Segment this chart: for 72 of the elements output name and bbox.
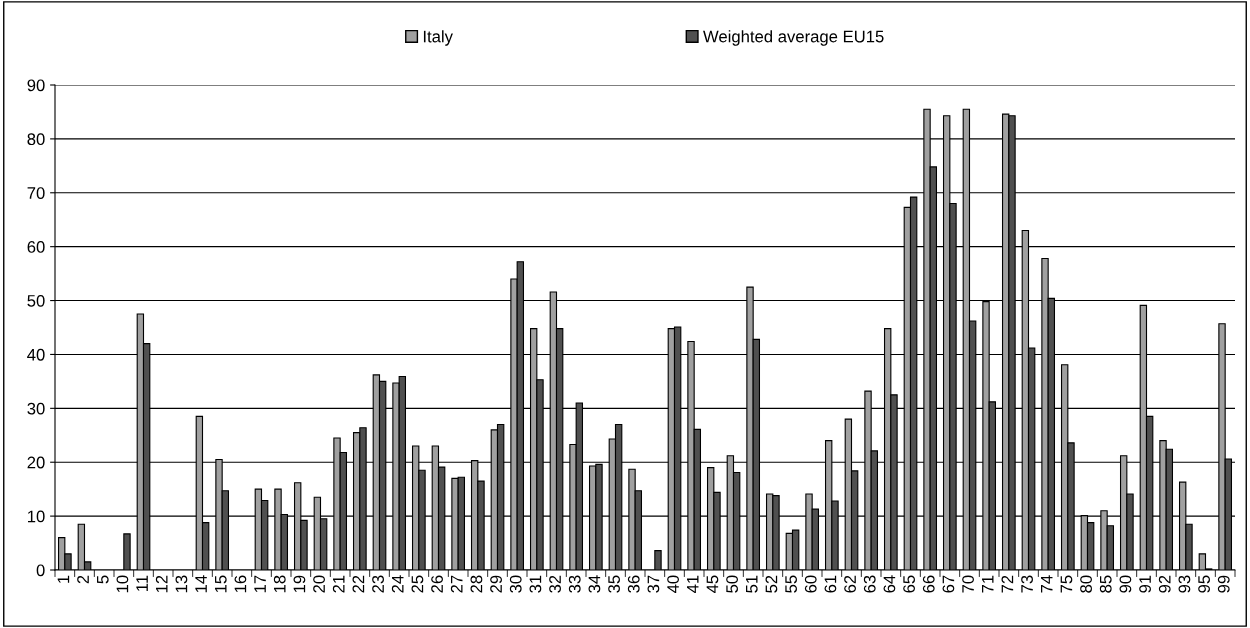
x-tick-label: 74 bbox=[1041, 575, 1053, 593]
y-tick-label: 30 bbox=[27, 402, 45, 415]
x-tick-label: 52 bbox=[765, 575, 778, 593]
x-tick-label: 71 bbox=[982, 575, 994, 593]
x-tick-label: 15 bbox=[215, 575, 227, 593]
x-tick-label: 60 bbox=[804, 575, 817, 593]
x-tick-label: 50 bbox=[726, 575, 738, 593]
x-tick-label: 99 bbox=[1217, 575, 1230, 593]
x-tick-label: 93 bbox=[1178, 575, 1191, 593]
x-tick-label: 51 bbox=[746, 575, 758, 593]
x-tick-label: 29 bbox=[490, 575, 502, 593]
x-tick-label: 16 bbox=[234, 575, 247, 593]
x-tick-label: 67 bbox=[942, 575, 955, 593]
x-tick-label: 65 bbox=[903, 575, 915, 593]
x-tick-label: 91 bbox=[1139, 575, 1151, 593]
x-tick-label: 62 bbox=[844, 575, 856, 593]
y-tick-label: 10 bbox=[28, 510, 45, 523]
x-tick-label: 80 bbox=[1080, 575, 1092, 593]
x-tick-label: 10 bbox=[116, 575, 129, 593]
x-tick-label: 5 bbox=[97, 575, 109, 584]
x-tick-label: 70 bbox=[962, 575, 974, 593]
legend-label: Weighted average EU15 bbox=[703, 30, 884, 46]
y-tick-label: 20 bbox=[27, 456, 45, 469]
x-tick-label: 36 bbox=[627, 575, 640, 593]
x-tick-label: 26 bbox=[431, 575, 443, 593]
y-tick-label: 40 bbox=[27, 348, 45, 361]
x-tick-label: 37 bbox=[647, 575, 660, 593]
x-tick-label: 33 bbox=[568, 575, 581, 593]
x-tick-label: 28 bbox=[470, 575, 483, 593]
x-tick-label: 35 bbox=[608, 575, 620, 593]
y-tick-label: 60 bbox=[27, 241, 45, 253]
x-tick-label: 19 bbox=[293, 575, 306, 593]
y-tick-label: 90 bbox=[27, 79, 45, 92]
x-tick-label: 66 bbox=[922, 575, 935, 593]
x-tick-label: 75 bbox=[1060, 575, 1073, 593]
x-tick-label: 23 bbox=[372, 575, 384, 593]
x-tick-label: 2 bbox=[77, 575, 89, 584]
y-tick-label: 50 bbox=[27, 294, 45, 307]
x-tick-label: 92 bbox=[1158, 575, 1171, 593]
x-tick-label: 13 bbox=[175, 575, 188, 593]
x-tick-label: 12 bbox=[155, 575, 168, 593]
x-tick-label: 95 bbox=[1198, 575, 1210, 593]
x-tick-label: 72 bbox=[1001, 575, 1014, 593]
x-tick-label: 61 bbox=[824, 575, 837, 593]
y-tick-label: 0 bbox=[36, 564, 45, 577]
x-tick-label: 17 bbox=[254, 575, 266, 593]
y-tick-label: 80 bbox=[27, 133, 45, 146]
x-tick-label: 31 bbox=[529, 575, 542, 593]
x-tick-label: 20 bbox=[313, 575, 325, 593]
x-tick-label: 90 bbox=[1119, 575, 1132, 593]
x-tick-label: 34 bbox=[588, 575, 601, 593]
x-tick-label: 55 bbox=[785, 575, 797, 593]
x-tick-label: 63 bbox=[863, 575, 876, 593]
x-tick-label: 85 bbox=[1099, 575, 1112, 593]
legend-label: Italy bbox=[423, 30, 453, 46]
x-tick-label: 21 bbox=[332, 575, 345, 593]
x-tick-label: 73 bbox=[1021, 575, 1033, 593]
x-tick-label: 14 bbox=[195, 575, 207, 593]
x-tick-label: 11 bbox=[136, 575, 148, 591]
x-tick-label: 27 bbox=[450, 575, 463, 593]
x-tick-label: 30 bbox=[509, 575, 522, 593]
x-tick-label: 22 bbox=[352, 575, 365, 593]
x-tick-label: 45 bbox=[706, 575, 719, 594]
x-tick-label: 64 bbox=[883, 575, 896, 593]
x-tick-label: 40 bbox=[667, 575, 679, 594]
x-tick-label: 41 bbox=[687, 575, 699, 594]
x-tick-label: 18 bbox=[273, 575, 286, 593]
x-tick-label: 1 bbox=[57, 575, 70, 583]
y-tick-label: 70 bbox=[27, 187, 45, 199]
x-tick-label: 32 bbox=[549, 575, 561, 593]
x-tick-label: 24 bbox=[391, 575, 404, 593]
x-tick-label: 25 bbox=[411, 575, 424, 593]
